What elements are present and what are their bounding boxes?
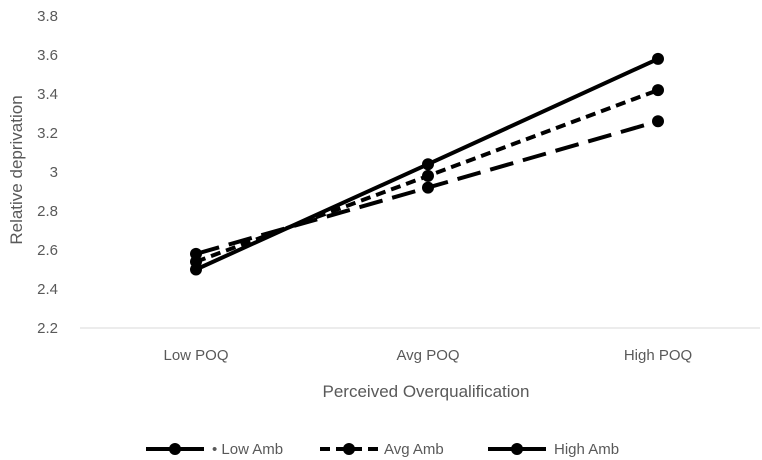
series-markers [190,52,664,276]
series-point [422,169,434,182]
x-tick-label: Low POQ [163,347,228,364]
series-point [652,115,664,128]
legend: • Low Amb Avg Amb High Amb [146,441,619,458]
legend-marker [511,443,523,455]
y-tick-label: 3.4 [37,86,58,103]
legend-marker [343,443,355,455]
x-tick-labels: Low POQ Avg POQ High POQ [163,347,692,364]
legend-label: • Low Amb [212,441,283,458]
x-tick-label: Avg POQ [396,347,459,364]
series-point [422,181,434,194]
y-tick-label: 3.2 [37,125,58,142]
y-tick-label: 2.8 [37,203,58,220]
y-tick-label: 3.6 [37,47,58,64]
y-tick-label: 3.8 [37,8,58,25]
y-axis-title: Relative deprivation [7,95,26,244]
legend-marker [169,443,181,455]
x-tick-label: High POQ [624,347,692,364]
y-tick-label: 3 [50,164,58,181]
series-point [422,158,434,171]
legend-label: High Amb [554,441,619,458]
y-tick-label: 2.4 [37,281,58,298]
y-tick-labels: 2.2 2.4 2.6 2.8 3 3.2 3.4 3.6 3.8 [37,8,58,337]
series-point [652,84,664,97]
y-tick-label: 2.2 [37,320,58,337]
x-axis-title: Perceived Overqualification [323,382,530,401]
y-tick-label: 2.6 [37,242,58,259]
series-point [652,52,664,65]
legend-label: Avg Amb [384,441,444,458]
series-point [190,263,202,276]
